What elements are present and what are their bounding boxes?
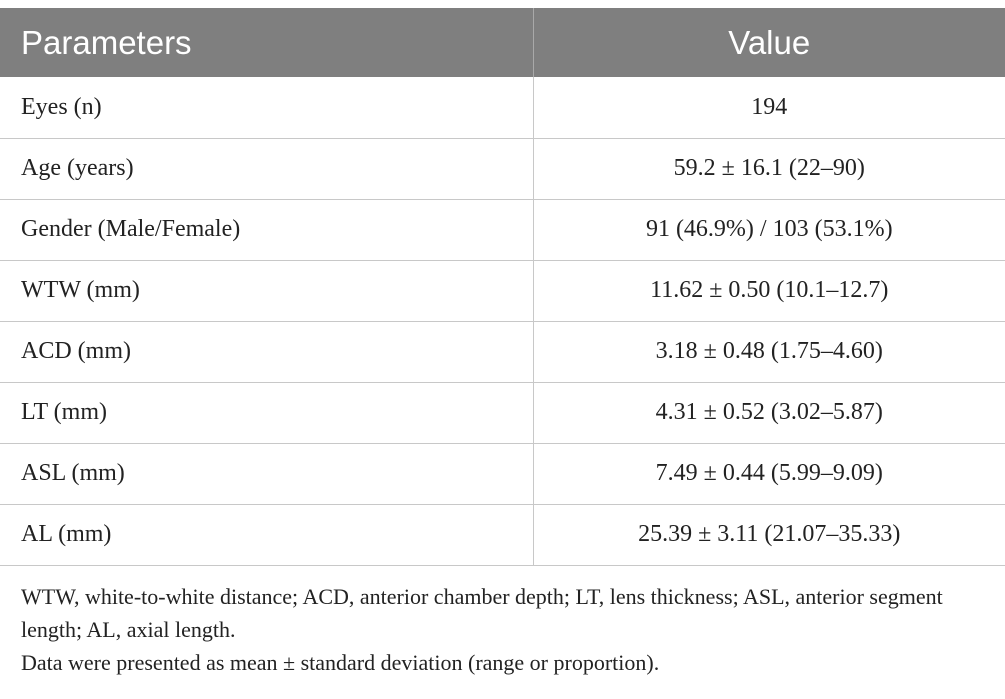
row-parameter: LT (mm)	[0, 382, 534, 444]
abbreviations-footnote: WTW, white-to-white distance; ACD, anter…	[21, 584, 943, 642]
row-value: 194	[533, 77, 1005, 139]
table-row: Gender (Male/Female) 91 (46.9%) / 103 (5…	[0, 199, 1005, 261]
table-row: WTW (mm) 11.62 ± 0.50 (10.1–12.7)	[0, 260, 1005, 322]
row-value: 4.31 ± 0.52 (3.02–5.87)	[533, 382, 1005, 444]
row-parameter: WTW (mm)	[0, 260, 534, 322]
parameters-table-container: Parameters Value Eyes (n) 194 Age (years…	[0, 8, 1005, 566]
table-body: Eyes (n) 194 Age (years) 59.2 ± 16.1 (22…	[0, 77, 1005, 566]
row-parameter: Age (years)	[0, 138, 534, 200]
table-row: ASL (mm) 7.49 ± 0.44 (5.99–9.09)	[0, 443, 1005, 505]
data-presentation-footnote: Data were presented as mean ± standard d…	[21, 650, 660, 675]
row-parameter: AL (mm)	[0, 504, 534, 566]
row-parameter: Gender (Male/Female)	[0, 199, 534, 261]
header-value: Value	[533, 8, 1005, 77]
header-row: Parameters Value	[0, 8, 1005, 77]
table-row: AL (mm) 25.39 ± 3.11 (21.07–35.33)	[0, 504, 1005, 566]
row-value: 25.39 ± 3.11 (21.07–35.33)	[533, 504, 1005, 566]
row-value: 91 (46.9%) / 103 (53.1%)	[533, 199, 1005, 261]
row-parameter: ACD (mm)	[0, 321, 534, 383]
row-parameter: Eyes (n)	[0, 77, 534, 139]
table-row: Age (years) 59.2 ± 16.1 (22–90)	[0, 138, 1005, 200]
table-row: ACD (mm) 3.18 ± 0.48 (1.75–4.60)	[0, 321, 1005, 383]
table-row: Eyes (n) 194	[0, 77, 1005, 139]
parameters-table: Parameters Value Eyes (n) 194 Age (years…	[0, 8, 1005, 566]
row-value: 3.18 ± 0.48 (1.75–4.60)	[533, 321, 1005, 383]
table-footnotes: WTW, white-to-white distance; ACD, anter…	[21, 580, 991, 679]
row-value: 7.49 ± 0.44 (5.99–9.09)	[533, 443, 1005, 505]
table-row: LT (mm) 4.31 ± 0.52 (3.02–5.87)	[0, 382, 1005, 444]
table-header: Parameters Value	[0, 8, 1005, 77]
row-value: 11.62 ± 0.50 (10.1–12.7)	[533, 260, 1005, 322]
row-parameter: ASL (mm)	[0, 443, 534, 505]
row-value: 59.2 ± 16.1 (22–90)	[533, 138, 1005, 200]
header-parameters: Parameters	[0, 8, 534, 77]
